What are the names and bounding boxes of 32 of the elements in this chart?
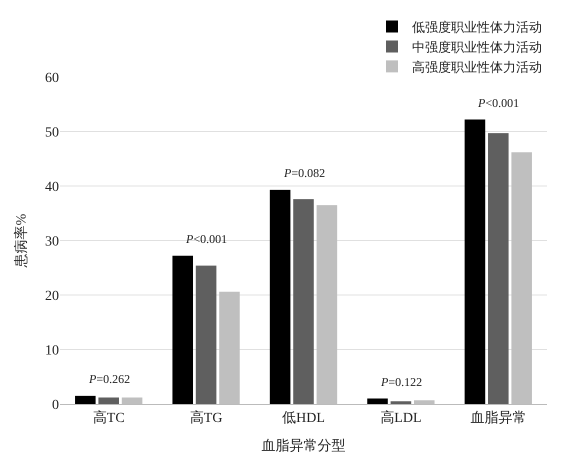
annotation: P<0.001 [185,232,228,246]
y-tick-label: 50 [45,125,59,140]
annotation: P=0.082 [283,166,326,180]
x-tick-label: 高TG [190,410,222,426]
bar [390,401,412,404]
y-axis-title: 患病率% [14,213,30,268]
bar [270,190,290,404]
bar [172,256,194,404]
y-tick-label: 40 [45,180,59,195]
y-tick-label: 30 [45,234,59,250]
bar [293,199,314,404]
x-tick-label: 低HDL [282,410,325,426]
annotation: P=0.122 [380,375,422,389]
bar [488,133,509,404]
legend-label: 中强度职业性体力活动 [412,40,542,55]
bar [464,120,486,404]
x-axis-title: 血脂异常分型 [262,438,346,454]
y-tick-label: 0 [52,398,59,413]
bar [98,397,119,404]
y-tick-label: 10 [45,343,59,358]
y-tick-label: 60 [45,70,59,86]
y-tick-label: 20 [45,288,59,304]
bar [75,396,96,404]
legend-label: 高强度职业性体力活动 [412,59,542,74]
x-tick-label: 高LDL [380,410,422,426]
bar [367,398,388,404]
x-tick-label: 血脂异常 [470,410,526,426]
x-tick-label: 高TC [92,410,125,426]
annotation: P=0.262 [88,372,130,386]
bar [196,266,216,404]
legend-label: 低强度职业性体力活动 [412,20,542,35]
annotation: P<0.001 [477,96,520,110]
